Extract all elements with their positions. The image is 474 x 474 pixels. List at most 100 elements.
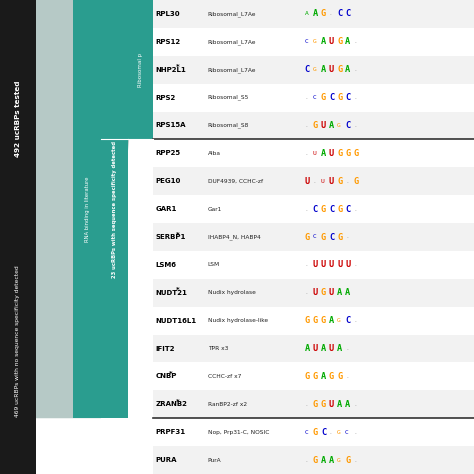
Text: RanBP2-zf x2: RanBP2-zf x2 — [208, 402, 247, 407]
Text: A: A — [345, 65, 350, 74]
Text: RPS12: RPS12 — [155, 39, 181, 45]
Text: Ribosomal p: Ribosomal p — [138, 53, 143, 87]
Text: A: A — [329, 456, 334, 465]
Text: .: . — [345, 235, 349, 239]
Text: G: G — [337, 318, 341, 323]
Text: U: U — [321, 260, 326, 269]
Text: GAR1: GAR1 — [155, 206, 177, 212]
Text: G: G — [329, 372, 334, 381]
Text: G: G — [337, 205, 342, 214]
Text: G: G — [313, 316, 318, 325]
Text: Ribosomal_S5: Ribosomal_S5 — [208, 95, 249, 100]
Text: .: . — [353, 67, 357, 72]
Text: .: . — [345, 179, 349, 184]
Text: U: U — [329, 344, 334, 353]
Text: C: C — [345, 205, 350, 214]
Text: PRPF31: PRPF31 — [155, 429, 186, 435]
Text: U: U — [313, 151, 317, 156]
Text: A: A — [321, 344, 326, 353]
Text: G: G — [345, 149, 350, 158]
Text: NUDT21: NUDT21 — [155, 290, 187, 296]
Text: G: G — [337, 429, 341, 435]
Text: U: U — [329, 37, 334, 46]
Text: .: . — [305, 290, 309, 295]
Text: U: U — [329, 260, 334, 269]
Text: G: G — [321, 233, 326, 241]
Text: CNBP: CNBP — [155, 374, 177, 379]
Bar — [101, 0, 128, 418]
Text: RPS15A: RPS15A — [155, 122, 186, 128]
Text: .: . — [305, 263, 309, 267]
Text: *: * — [176, 399, 180, 405]
Text: Alba: Alba — [208, 151, 220, 156]
Text: .: . — [353, 429, 357, 435]
Polygon shape — [36, 0, 143, 418]
Text: .: . — [305, 151, 309, 156]
Text: C: C — [329, 93, 334, 102]
Text: SERBP1: SERBP1 — [155, 234, 186, 240]
Bar — [153, 195, 474, 223]
Text: .: . — [353, 263, 357, 267]
Text: .: . — [353, 95, 357, 100]
Text: G: G — [321, 400, 326, 409]
Text: A: A — [345, 400, 350, 409]
Text: .: . — [353, 123, 357, 128]
Bar — [153, 167, 474, 195]
Bar — [153, 446, 474, 474]
Text: A: A — [313, 9, 318, 18]
Text: C: C — [345, 121, 350, 130]
Text: .: . — [305, 207, 309, 211]
Text: G: G — [313, 121, 318, 130]
Text: U: U — [305, 177, 310, 186]
Text: U: U — [313, 288, 318, 297]
Text: C: C — [305, 429, 309, 435]
Text: G: G — [305, 233, 310, 241]
Text: TPR x3: TPR x3 — [208, 346, 228, 351]
Bar — [153, 28, 474, 56]
Text: CCHC-zf x7: CCHC-zf x7 — [208, 374, 241, 379]
Text: PURA: PURA — [155, 457, 177, 463]
Text: ZRANB2: ZRANB2 — [155, 401, 187, 407]
Text: G: G — [321, 288, 326, 297]
Text: C: C — [345, 93, 350, 102]
Text: G: G — [321, 205, 326, 214]
Bar — [153, 223, 474, 251]
Text: G: G — [337, 93, 342, 102]
Text: G: G — [313, 67, 317, 72]
Text: .: . — [345, 346, 349, 351]
Text: G: G — [337, 177, 342, 186]
Text: PurA: PurA — [208, 457, 221, 463]
Text: IFIT2: IFIT2 — [155, 346, 175, 352]
Text: *: * — [176, 232, 180, 237]
Text: G: G — [313, 456, 318, 465]
Text: U: U — [329, 149, 334, 158]
Text: .: . — [329, 11, 333, 17]
Bar — [73, 0, 101, 418]
Bar — [153, 139, 474, 167]
Text: DUF4939, CCHC-zf: DUF4939, CCHC-zf — [208, 179, 263, 184]
Text: G: G — [337, 372, 342, 381]
Bar — [153, 391, 474, 418]
Text: G: G — [337, 233, 342, 241]
Text: U: U — [321, 121, 326, 130]
Text: G: G — [305, 316, 310, 325]
Text: C: C — [313, 235, 317, 239]
Text: .: . — [305, 95, 309, 100]
Text: Ribosomal_L7Ae: Ribosomal_L7Ae — [208, 67, 256, 73]
Text: C: C — [305, 65, 310, 74]
Text: A: A — [345, 288, 350, 297]
Text: C: C — [345, 9, 350, 18]
Bar — [153, 418, 474, 446]
Text: .: . — [353, 39, 357, 45]
Text: G: G — [321, 9, 326, 18]
Text: 23 ucRBPs with sequence specificity detected: 23 ucRBPs with sequence specificity dete… — [112, 141, 117, 278]
Text: *: * — [176, 64, 180, 70]
Text: G: G — [313, 400, 318, 409]
Text: G: G — [353, 149, 358, 158]
Text: U: U — [337, 260, 342, 269]
Bar — [153, 111, 474, 139]
Text: Ribosomal_L7Ae: Ribosomal_L7Ae — [208, 39, 256, 45]
Text: RPS2: RPS2 — [155, 95, 176, 100]
Text: U: U — [329, 288, 334, 297]
Text: RPL30: RPL30 — [155, 11, 180, 17]
